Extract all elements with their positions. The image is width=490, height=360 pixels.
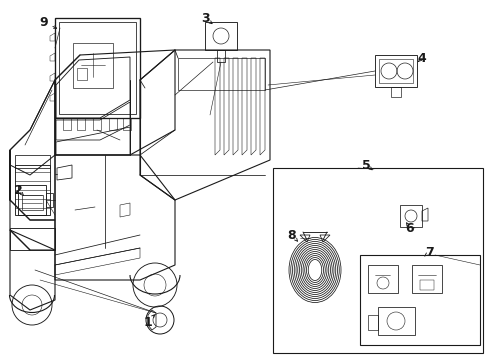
Text: 3: 3 bbox=[201, 12, 209, 24]
Text: 8: 8 bbox=[288, 229, 296, 242]
Text: 7: 7 bbox=[426, 246, 434, 258]
Text: 2: 2 bbox=[14, 184, 23, 197]
Text: 9: 9 bbox=[40, 15, 49, 28]
Text: 5: 5 bbox=[362, 158, 370, 171]
Text: 4: 4 bbox=[417, 51, 426, 64]
Text: 1: 1 bbox=[144, 315, 152, 328]
Text: 6: 6 bbox=[406, 221, 415, 234]
